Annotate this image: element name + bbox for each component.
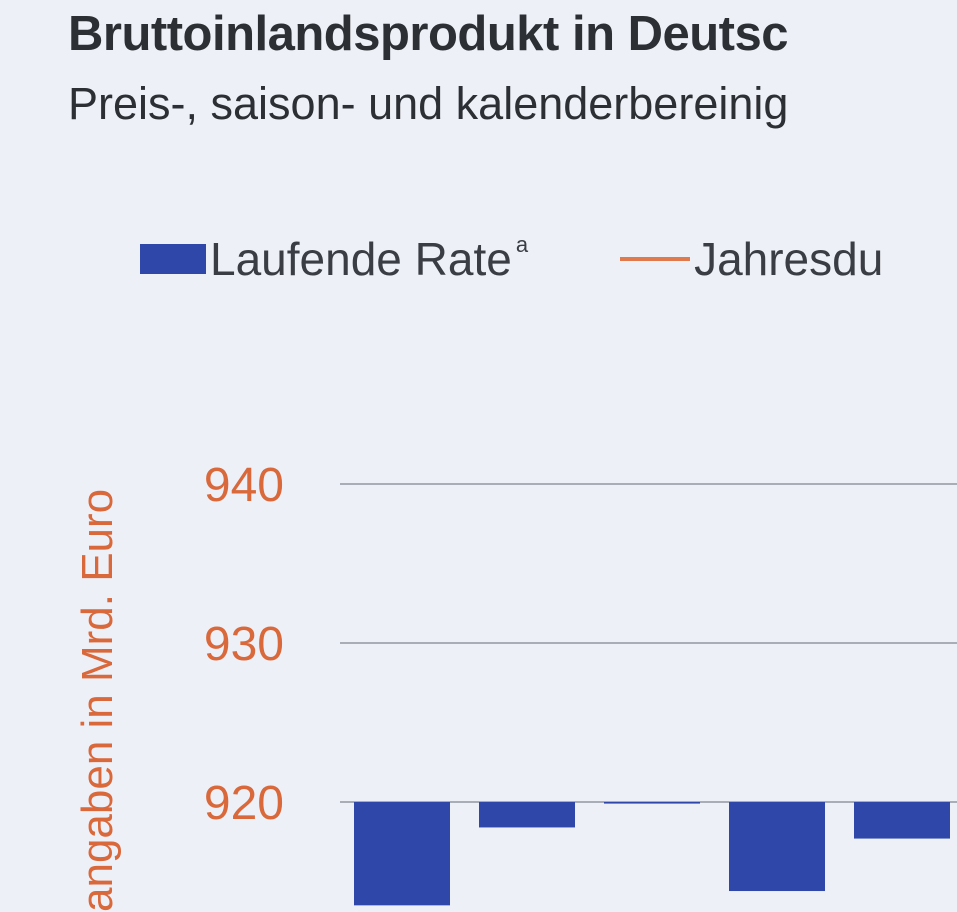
bar-laufende-rate-2 [479, 802, 575, 828]
legend-swatch-bar [140, 244, 206, 274]
y-tick-label: 930 [204, 618, 284, 671]
bar-laufende-rate-3 [604, 802, 700, 804]
chart-legend: Laufende Rate a Jahresdu [140, 232, 883, 286]
y-tick-label: 940 [204, 459, 284, 512]
bar-laufende-rate-5 [854, 802, 950, 839]
chart-subtitle: Preis-, saison- und kalenderbereinig [68, 78, 789, 129]
legend-swatch-line [620, 257, 691, 261]
y-tick-label: 920 [204, 777, 284, 830]
legend-footnote-marker: a [515, 232, 529, 257]
legend-item-laufende-rate: Laufende Rate a [140, 232, 528, 286]
legend-label-jahresdurchschnitt: Jahresdu [694, 233, 884, 285]
chart-title: Bruttoinlandsprodukt in Deutsc [68, 7, 789, 61]
legend-label-laufende-rate: Laufende Rate [210, 233, 512, 285]
bar-laufende-rate-4 [729, 802, 825, 892]
bar-laufende-rate-1 [354, 802, 450, 906]
legend-item-jahresdurchschnitt: Jahresdu [620, 232, 883, 286]
